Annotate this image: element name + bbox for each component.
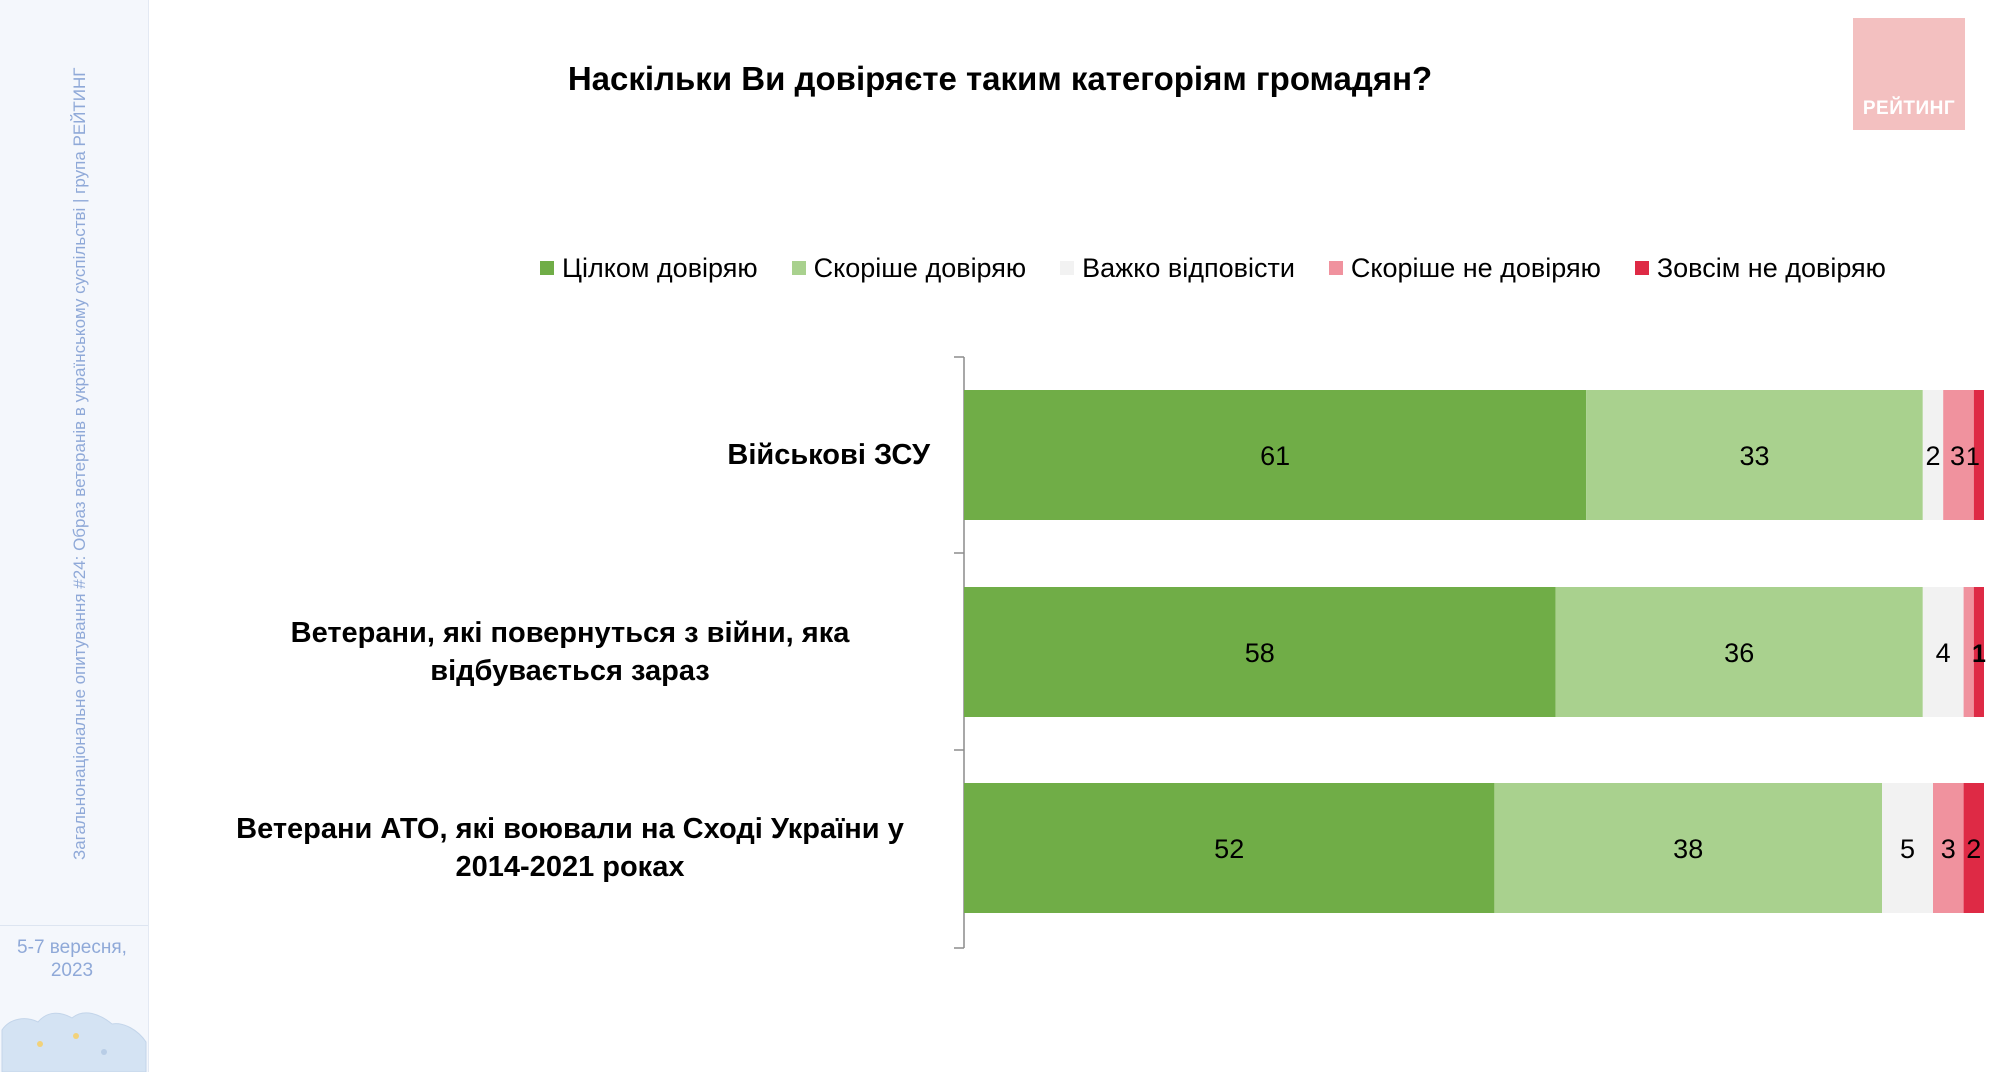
survey-date-line1: 5-7 вересня, [17,937,127,958]
bar-segment-0-2 [1922,390,1944,520]
legend-label-3: Скоріше не довіряю [1350,252,1601,283]
data-label-1-0: 58 [1245,638,1275,668]
data-label-2-2: 5 [1900,834,1915,864]
chart-title: Наскільки Ви довіряєте таким категоріям … [567,60,1433,97]
legend-item-3: Скоріше не довіряю [1328,252,1601,284]
bar-segment-2-0 [964,783,1495,913]
ukraine-map-icon [1,1012,147,1072]
legend-label-1: Скоріше довіряю [813,252,1027,283]
legend-item-1: Скоріше довіряю [791,252,1027,284]
bar-segment-2-4 [1963,783,1984,913]
data-label-0-3: 3 [1950,441,1965,471]
bar-segment-1-0 [964,587,1556,717]
chart-legend: Цілком довіряю Скоріше довіряю Важко відпо… [540,250,1920,286]
bar-segment-1-4 [1973,587,1984,717]
data-label-0-0: 61 [1260,441,1290,471]
data-label-1-1: 36 [1724,638,1754,668]
data-label-0-2: 2 [1925,441,1940,471]
rating-logo: РЕЙТИНГ [1853,18,1965,130]
data-label-2-1: 38 [1673,834,1703,864]
bar-segment-0-1 [1586,390,1923,520]
legend-label-2: Важко відповісти [1082,252,1295,283]
legend-item-4: Зовсім не довіряю [1634,252,1886,284]
bar-segment-2-2 [1882,783,1933,913]
data-label-1-4: 1 [1972,640,1986,668]
logo-text: РЕЙТИНГ [1862,98,1956,119]
data-label-0-1: 33 [1739,441,1769,471]
legend-swatch-4 [1634,261,1649,275]
survey-date-line2: 2023 [50,960,94,981]
category-label-0: Військові ЗСУ [727,439,930,471]
legend-swatch-2 [1060,261,1075,275]
legend-label-4: Зовсім не довіряю [1656,252,1886,283]
data-label-0-4: 1 [1966,443,1980,471]
data-label-1-2: 4 [1936,638,1951,668]
data-label-2-3: 3 [1941,834,1956,864]
data-label-2-0: 52 [1214,834,1244,864]
legend-label-0: Цілком довіряю [562,252,758,283]
legend-swatch-3 [1328,261,1343,275]
legend-swatch-1 [791,261,806,275]
legend-item-2: Важко відповісти [1060,253,1295,284]
category-label-1: Ветерани, які повернуться з війни, яка в… [290,617,850,687]
bar-segment-0-3 [1943,390,1974,520]
bar-segment-2-1 [1494,783,1882,913]
legend-item-0: Цілком довіряю [540,253,758,284]
legend-swatch-0 [540,261,554,275]
survey-date: 5-7 вересня, 2023 [0,936,144,982]
bar-segment-0-0 [964,390,1587,520]
bar-segment-0-4 [1973,390,1984,520]
category-label-2: Ветерани АТО, які воювали на Сході Украї… [236,813,904,883]
sidebar-divider [0,925,148,926]
bar-segment-1-3 [1963,587,1974,717]
bar-segment-2-3 [1933,783,1964,913]
bar-segment-1-2 [1922,587,1964,717]
sidebar: Загальнонаціональне опитування #24: Обра… [0,0,149,1072]
bar-segment-1-1 [1555,587,1923,717]
data-label-2-4: 2 [1966,834,1981,864]
